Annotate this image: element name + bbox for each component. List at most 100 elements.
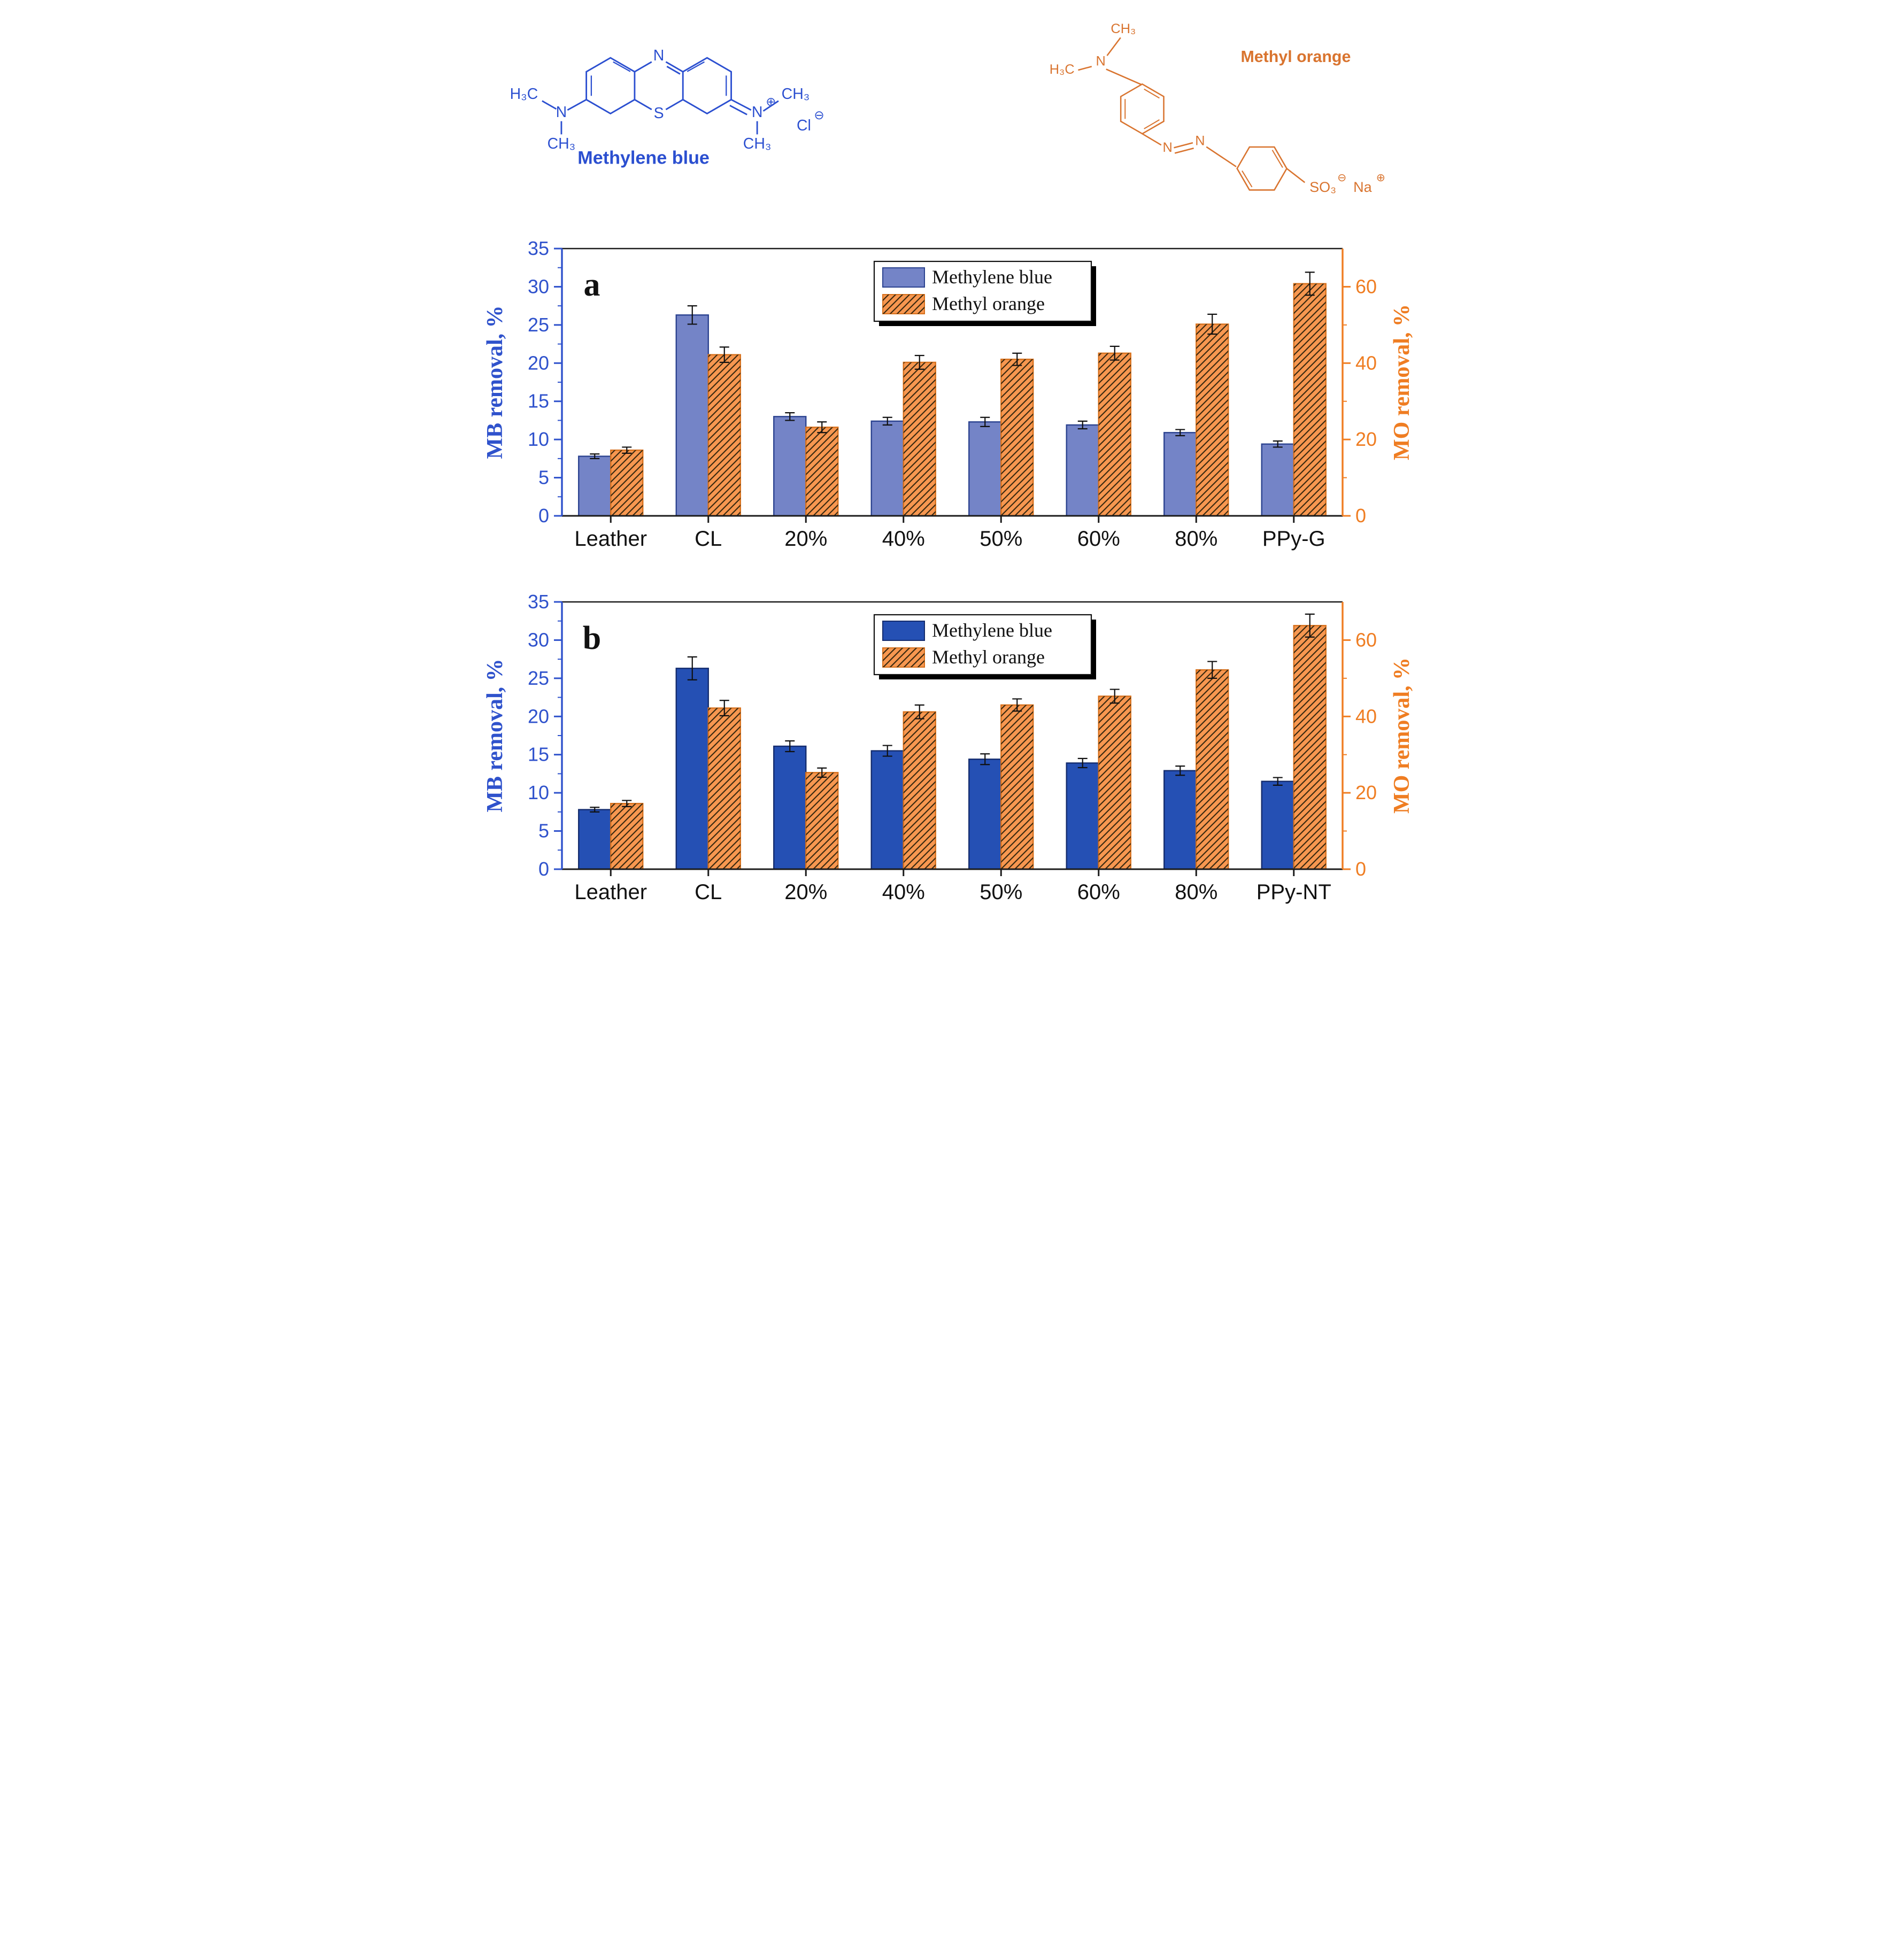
methylene-blue-structure: N S N H₃C CH₃ N ⊕ CH₃ CH₃ Cl ⊖ Methylene… — [510, 47, 824, 168]
bar-methylene-blue — [675, 667, 709, 870]
bar-hatch-overlay — [1000, 359, 1033, 516]
legend-label: Methylene blue — [932, 266, 1052, 288]
right-tick-label: 60 — [1355, 275, 1377, 297]
left-tick-label: 15 — [527, 390, 549, 412]
bar-methylene-blue — [1163, 770, 1197, 870]
x-tick-label: 80% — [1175, 527, 1217, 551]
x-tick-label: 40% — [882, 880, 924, 904]
bar-methylene-blue — [1066, 762, 1099, 870]
atom-n-azo-1: N — [1162, 140, 1172, 155]
bar-hatch-overlay — [610, 803, 643, 869]
bar-hatch-overlay — [1293, 625, 1326, 869]
methyl-orange-structure: CH₃ H₃C N N N SO₃ ⊖ Na ⊕ Methyl orange — [1049, 21, 1385, 195]
left-axis-title: MB removal, % — [483, 659, 507, 812]
atom-n-azo-2: N — [1195, 133, 1205, 148]
x-tick-label: Leather — [574, 880, 647, 904]
methyl-orange-bonds — [1077, 37, 1305, 191]
atom-n-amine: N — [1096, 54, 1105, 69]
right-tick-label: 60 — [1355, 629, 1377, 651]
bar-hatch-overlay — [610, 450, 643, 516]
methylene-blue-title: Methylene blue — [577, 148, 710, 168]
bar-hatch-overlay — [1098, 696, 1131, 869]
atom-ch3-left: CH₃ — [547, 135, 575, 152]
bar-methylene-blue — [968, 421, 1001, 517]
atom-ch3-top: CH₃ — [1111, 21, 1136, 36]
bar-hatch-overlay — [903, 362, 936, 516]
atom-s: S — [653, 105, 664, 122]
figure: N S N H₃C CH₃ N ⊕ CH₃ CH₃ Cl ⊖ Methylene… — [476, 0, 1428, 931]
bar-hatch-overlay — [1000, 705, 1033, 869]
bar-hatch-overlay — [805, 772, 838, 869]
atom-cl: Cl — [796, 117, 811, 134]
x-tick-label: 80% — [1175, 880, 1217, 904]
left-tick-label: 25 — [527, 667, 549, 689]
x-tick-label: 50% — [980, 880, 1022, 904]
bar-hatch-overlay — [805, 427, 838, 516]
x-tick-label: CL — [695, 527, 722, 551]
bar-hatch-overlay — [708, 708, 741, 869]
bar-hatch-overlay — [1196, 324, 1228, 516]
bar-hatch-overlay — [1196, 670, 1228, 869]
right-tick-label: 20 — [1355, 782, 1377, 803]
legend-swatch-hatch — [882, 294, 924, 314]
atom-n-top: N — [653, 47, 664, 64]
minus-charge-icon: ⊖ — [814, 108, 824, 122]
left-tick-label: 15 — [527, 744, 549, 765]
right-axis-title: MO removal, % — [1390, 658, 1414, 814]
left-tick-label: 30 — [527, 629, 549, 651]
left-tick-label: 20 — [527, 352, 549, 374]
methyl-orange-atoms: CH₃ H₃C N N N SO₃ ⊖ Na ⊕ Methyl orange — [1049, 21, 1385, 195]
legend-swatch — [882, 267, 925, 288]
x-tick-label: PPy-G — [1262, 527, 1325, 551]
x-tick-label: Leather — [574, 527, 647, 551]
bar-methylene-blue — [870, 750, 904, 870]
chart-panel-b: 0 5 10 15 20 25 30 35 0 20 40 60 Leather CL 20% 40% 50% 6… — [483, 591, 1414, 904]
chart-panel-b-wrap: 0 5 10 15 20 25 30 35 0 20 40 60 Leather CL 20% 40% 50% 6… — [476, 581, 1428, 915]
atom-so3: SO₃ — [1309, 179, 1336, 195]
left-tick-label: 25 — [527, 314, 549, 336]
bar-methylene-blue — [1261, 780, 1294, 870]
left-tick-label: 10 — [527, 428, 549, 450]
molecule-structures: N S N H₃C CH₃ N ⊕ CH₃ CH₃ Cl ⊖ Methylene… — [476, 10, 1428, 222]
x-tick-label: 20% — [784, 527, 827, 551]
left-tick-label: 35 — [527, 591, 549, 613]
x-tick-label: 20% — [784, 880, 827, 904]
methyl-orange-title: Methyl orange — [1240, 48, 1351, 66]
x-tick-label: CL — [695, 880, 722, 904]
chart-panel-a-wrap: 0 5 10 15 20 25 30 35 0 20 40 60 Leather CL 20% 40% 50% 6… — [476, 227, 1428, 561]
chart-panel-a: 0 5 10 15 20 25 30 35 0 20 40 60 Leather CL 20% 40% 50% 6… — [483, 237, 1414, 551]
atom-h3c-left: H₃C — [1049, 62, 1074, 77]
atom-h3c-left: H₃C — [510, 86, 538, 103]
legend-swatch — [882, 620, 925, 641]
left-tick-label: 35 — [527, 237, 549, 259]
x-tick-label: 40% — [882, 527, 924, 551]
right-tick-label: 40 — [1355, 352, 1377, 374]
bar-methylene-blue — [1261, 443, 1294, 517]
left-tick-label: 5 — [538, 819, 549, 841]
bar-hatch-overlay — [903, 711, 936, 869]
bar-hatch-overlay — [708, 354, 741, 516]
bar-methylene-blue — [773, 415, 806, 517]
left-tick-label: 0 — [538, 505, 549, 527]
left-tick-label: 0 — [538, 858, 549, 880]
right-axis-title: MO removal, % — [1390, 304, 1414, 460]
panel-label: b — [582, 620, 600, 656]
bar-hatch-overlay — [1293, 283, 1326, 516]
right-tick-label: 0 — [1355, 858, 1366, 880]
minus-charge-icon: ⊖ — [1337, 172, 1346, 184]
methylene-blue-bonds — [541, 57, 779, 135]
legend-swatch-hatch — [882, 647, 924, 667]
x-tick-label: 60% — [1077, 880, 1120, 904]
left-tick-label: 20 — [527, 705, 549, 727]
legend-label: Methylene blue — [932, 620, 1052, 641]
bar-methylene-blue — [577, 455, 611, 517]
bar-hatch-overlay — [1098, 353, 1131, 516]
x-tick-label: 60% — [1077, 527, 1120, 551]
bar-methylene-blue — [968, 758, 1001, 870]
atom-na: Na — [1353, 179, 1373, 195]
bar-methylene-blue — [773, 745, 806, 870]
left-tick-label: 30 — [527, 275, 549, 297]
panel-label: a — [583, 267, 600, 303]
right-tick-label: 0 — [1355, 505, 1366, 527]
atom-ch3-right-bottom: CH₃ — [743, 135, 771, 152]
